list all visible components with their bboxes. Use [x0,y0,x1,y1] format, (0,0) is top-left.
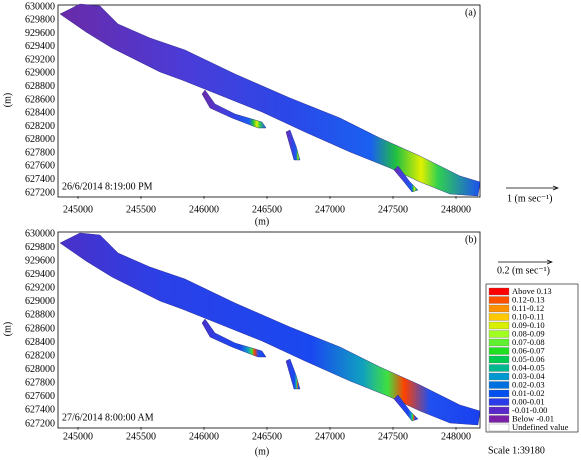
timestamp: 27/6/2014 8:00:00 AM [62,412,154,423]
scale-label: 0.2 (m sec⁻¹) [497,265,550,276]
y-tick-label: 628400 [25,108,55,119]
legend-swatch [488,415,510,423]
x-tick-label: 247500 [378,204,408,215]
legend-label: 0.02-0.03 [512,379,545,389]
legend-swatch [488,321,510,330]
legend-label: 0.05-0.06 [512,354,545,364]
x-tick-label: 247500 [378,431,408,442]
legend-swatch [488,364,510,372]
y-axis-label: (m) [2,322,13,336]
x-axis-label: (m) [255,216,269,227]
legend-label: 0.11-0.12 [512,303,544,313]
y-tick-label: 629200 [25,54,55,65]
legend-label: 0.04-0.05 [512,362,545,372]
legend-swatch [488,398,510,406]
legend-swatch [488,287,510,296]
y-tick-label: 628000 [25,364,55,375]
legend-label: 0.09-0.10 [512,320,545,330]
legend-swatch [488,338,510,347]
y-tick-label: 628800 [25,81,55,92]
y-tick-label: 627800 [25,378,55,389]
y-tick-label: 628400 [25,337,55,348]
y-tick-label: 627600 [25,391,55,402]
river-map [59,3,481,197]
x-tick-label: 245000 [63,204,93,215]
y-tick-label: 628600 [25,323,55,334]
x-tick-label: 246000 [189,204,219,215]
x-tick-label: 245500 [126,431,156,442]
y-tick-label: 627200 [25,418,55,429]
y-axis-label: (m) [2,93,13,107]
legend-swatch [488,389,510,398]
legend-label: 0.07-0.08 [512,337,545,347]
legend-swatch [488,355,510,364]
x-tick-label: 247000 [315,431,345,442]
legend-swatch [488,381,510,389]
y-tick-label: 628200 [25,121,55,132]
legend-swatch [488,296,510,304]
plot-frame [57,4,481,198]
legend-swatch [488,423,510,432]
y-tick-label: 629400 [25,41,55,52]
river-map [59,232,481,426]
y-tick-label: 630000 [25,228,55,239]
legend-label: 0.01-0.02 [512,388,545,398]
y-tick-label: 629000 [25,68,55,79]
y-tick-label: 628000 [25,134,55,145]
panel-label: (b) [465,234,477,245]
legend-label: Undefined value [512,422,569,432]
scale-text: Scale 1:39180 [488,445,545,456]
y-tick-label: 629000 [25,296,55,307]
y-tick-label: 627800 [25,147,55,158]
legend-label: 0.10-0.11 [512,311,544,321]
x-tick-label: 248000 [441,204,471,215]
y-tick-label: 929600 [25,28,55,39]
legend-label: 0.12-0.13 [512,294,545,304]
scale-arrow-head [552,185,559,191]
y-tick-label: 628800 [25,310,55,321]
y-tick-label: 628600 [25,94,55,105]
legend-label: 0.03-0.04 [512,371,545,381]
x-axis-label: (m) [255,446,269,457]
y-tick-label: 630000 [25,1,55,12]
y-tick-label: 628200 [25,350,55,361]
x-tick-label: 247000 [315,204,345,215]
legend-label: Above 0.13 [512,286,552,296]
plot-frame [57,231,481,429]
y-tick-label: 629800 [25,242,55,253]
legend-label: -0.01-0.00 [512,405,547,415]
legend-label: Below -0.01 [512,413,554,423]
legend-swatch [488,330,510,338]
y-tick-label: 629800 [25,15,55,26]
legend-swatch [488,313,510,321]
panel-label: (a) [465,7,476,18]
legend-label: 0.00-0.01 [512,396,545,406]
x-tick-label: 246500 [252,431,282,442]
legend-swatch [488,304,510,313]
y-tick-label: 627600 [25,161,55,172]
x-tick-label: 248000 [441,431,471,442]
y-tick-label: 929600 [25,255,55,266]
timestamp: 26/6/2014 8:19:00 PM [62,181,153,192]
legend-swatch [488,372,510,381]
legend-swatch [488,347,510,355]
legend-label: 0.06-0.07 [512,345,545,355]
scale-arrow-head [546,259,553,265]
y-tick-label: 629400 [25,269,55,280]
y-tick-label: 627400 [25,174,55,185]
y-tick-label: 627400 [25,405,55,416]
y-tick-label: 627200 [25,187,55,198]
y-tick-label: 629200 [25,283,55,294]
x-tick-label: 246000 [189,431,219,442]
x-tick-label: 245500 [126,204,156,215]
scale-label: 1 (m sec⁻¹) [507,193,552,204]
x-tick-label: 246500 [252,204,282,215]
legend-swatch [488,406,510,415]
x-tick-label: 245000 [63,431,93,442]
legend-label: 0.08-0.09 [512,328,545,338]
